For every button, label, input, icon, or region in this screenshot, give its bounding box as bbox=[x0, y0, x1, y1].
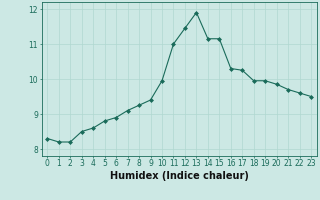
X-axis label: Humidex (Indice chaleur): Humidex (Indice chaleur) bbox=[110, 171, 249, 181]
